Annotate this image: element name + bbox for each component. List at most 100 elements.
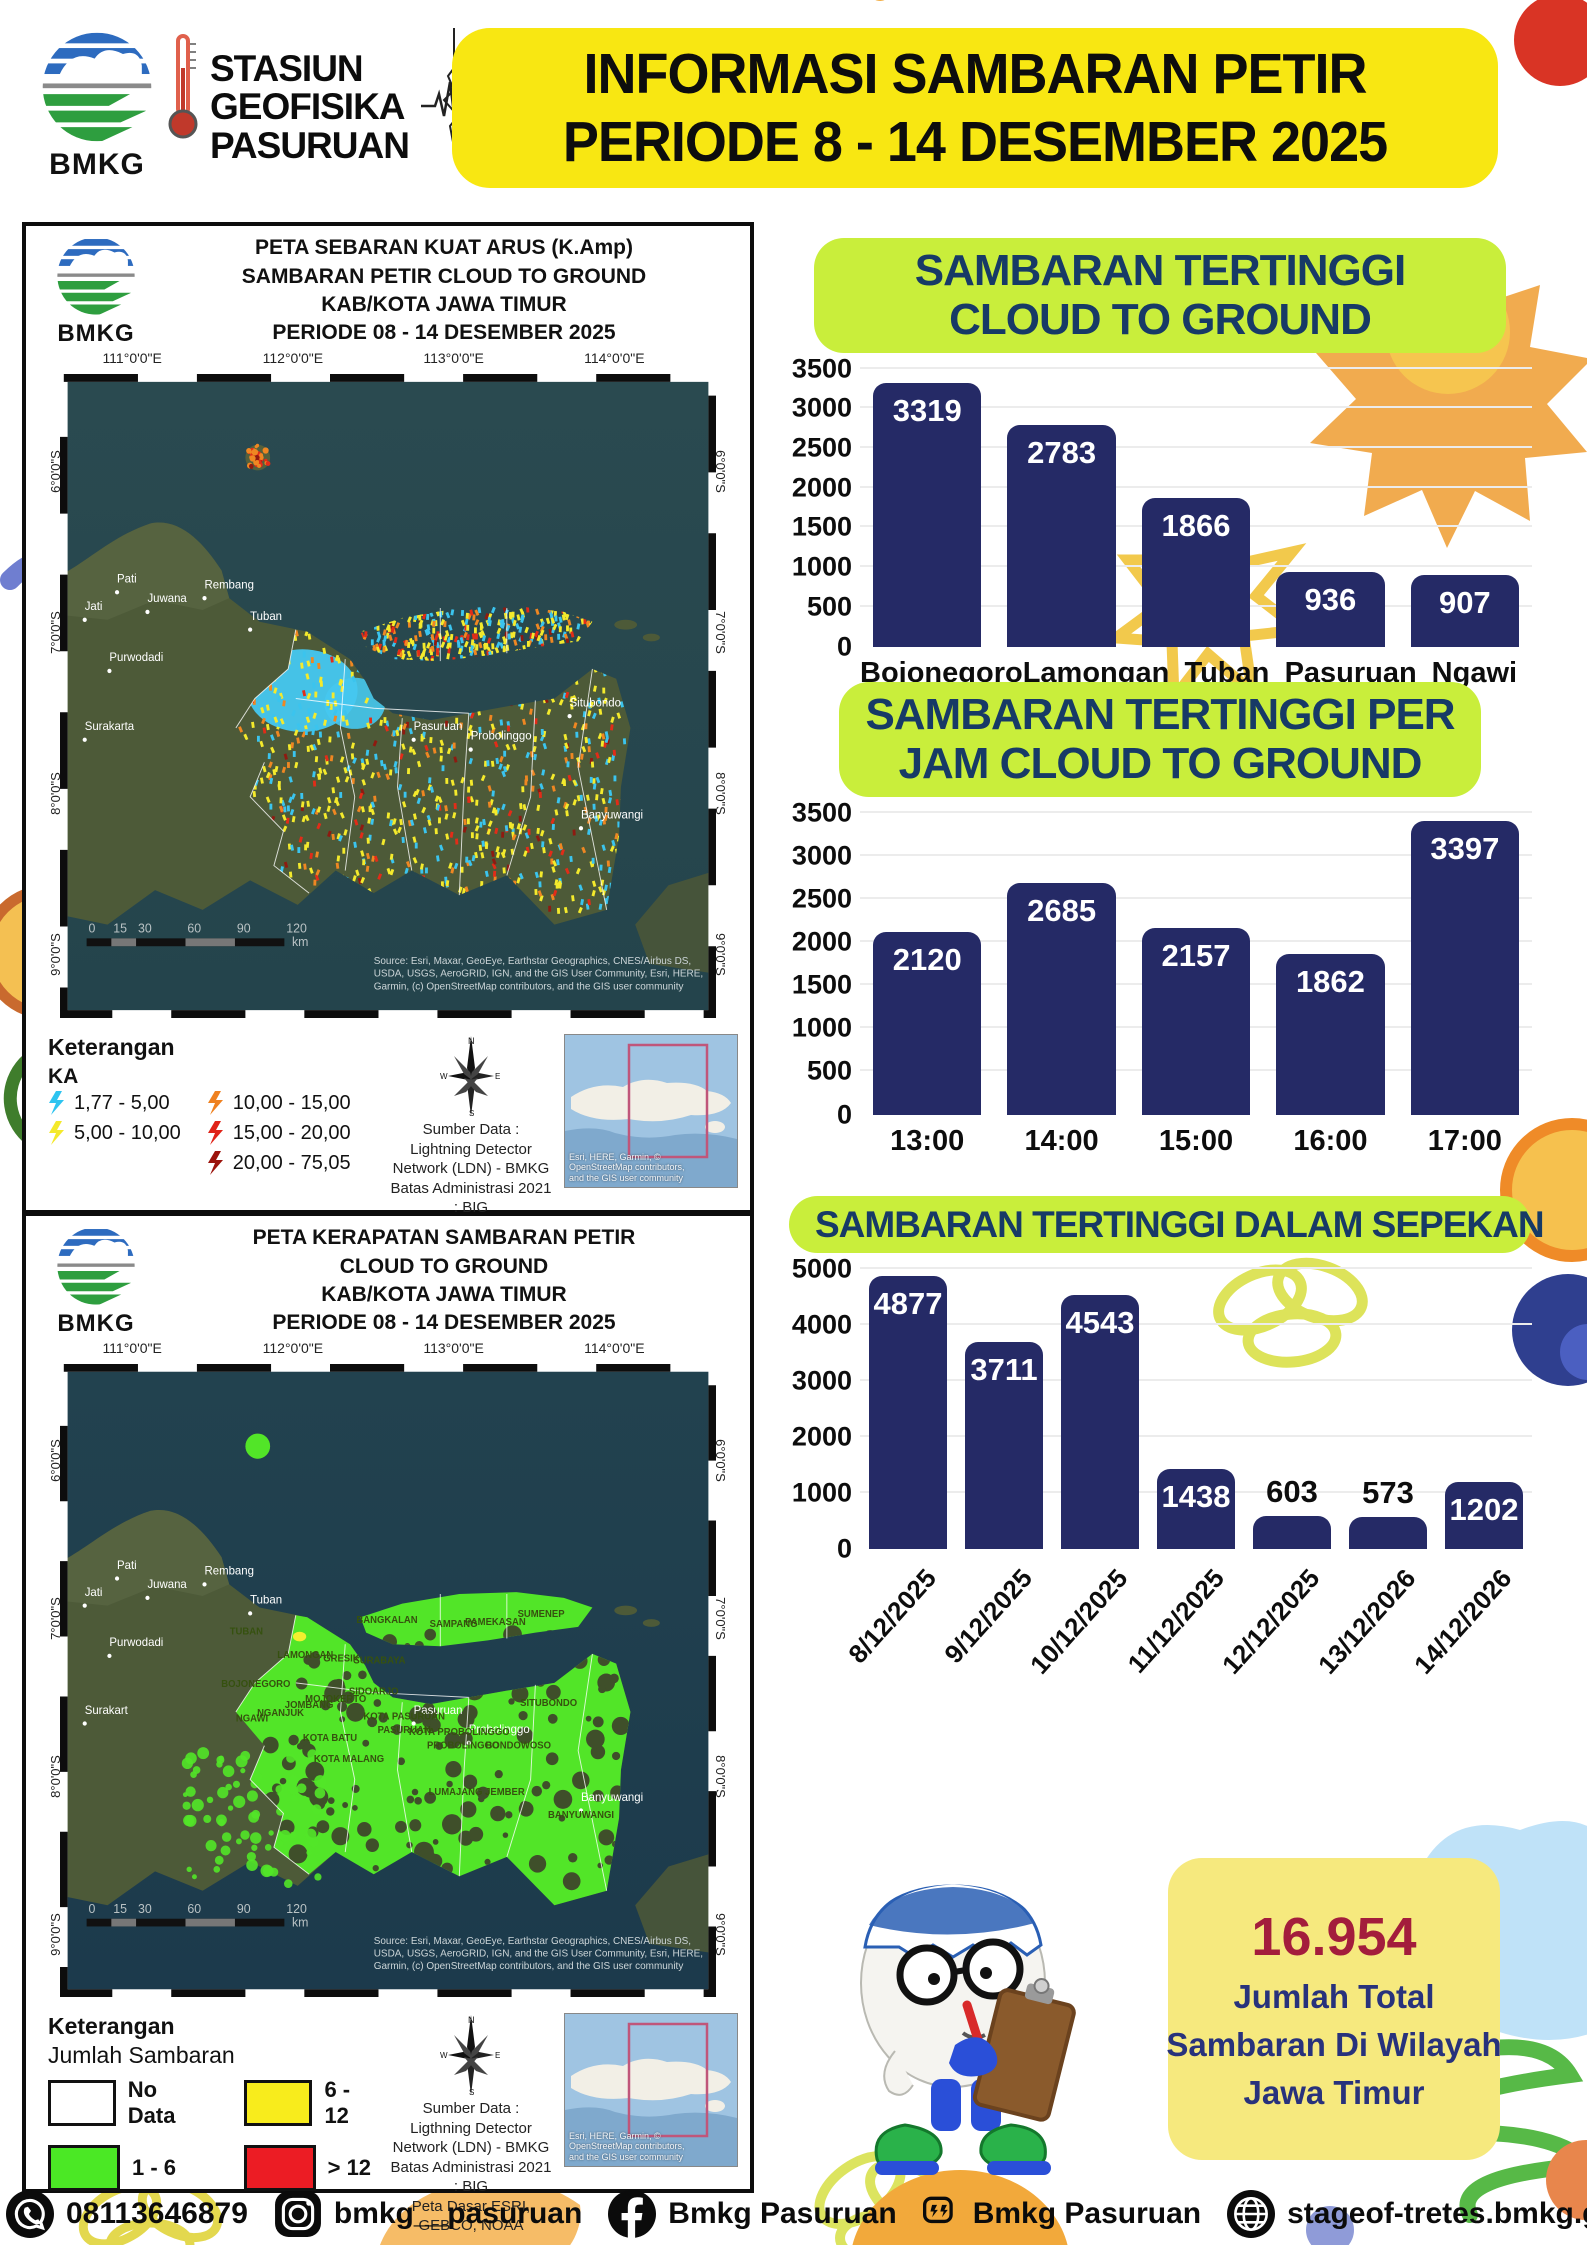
svg-text:MOJOKERTO: MOJOKERTO <box>305 1694 367 1705</box>
map-kerapatan: BMKG PETA KERAPATAN SAMBARAN PETIR CLOUD … <box>22 1212 754 2234</box>
bar-value-label: 936 <box>1304 582 1357 618</box>
bar-Bojonegoro: 3319 <box>873 382 982 647</box>
bar-16:00: 1862 <box>1276 953 1385 1115</box>
lat-label: 8°0'0"S <box>47 1755 63 1798</box>
bar-13:00: 2120 <box>873 931 982 1115</box>
svg-text:SITUBONDO: SITUBONDO <box>520 1698 578 1709</box>
y-axis-tick-label: 4000 <box>791 1309 852 1340</box>
svg-text:15: 15 <box>113 1902 127 1916</box>
lightning-bolt-icon <box>49 1121 64 1145</box>
footer-contact-whatsapp[interactable]: 08113646879 <box>6 2190 248 2238</box>
svg-text:BANGKALAN: BANGKALAN <box>356 1615 417 1626</box>
total-line: Jawa Timur <box>1243 2074 1425 2111</box>
lat-label: 7°0'0"S <box>713 1597 729 1640</box>
lat-label: 9°0'0"S <box>713 1913 729 1957</box>
map1-graphic: Pati Rembang Juwana Jati Purwodadi Surakarta T… <box>60 374 716 1018</box>
x-axis-label: 14:00 <box>1024 1124 1099 1157</box>
map1-canvas: Pati Rembang Juwana Jati Purwodadi Surakarta T… <box>48 374 728 1018</box>
legend-subtitle: KA <box>48 1065 79 1088</box>
chart-plot-area: 0 1000 2000 3000 4000 5000 4877 3711 4543 1438 603… <box>788 1254 1532 1564</box>
chart-tertinggi-sepekan: SAMBARAN TERTINGGI DALAM SEPEKAN 0 1000 200… <box>788 1196 1545 1719</box>
lat-label: 8°0'0"S <box>713 1755 729 1798</box>
y-axis-tick-label: 2000 <box>791 1421 852 1452</box>
total-line: Sambaran Di Wilayah <box>1166 2026 1502 2063</box>
legend-entry-label: 6 - 12 <box>324 2077 351 2128</box>
bar-14:00: 2685 <box>1007 882 1116 1115</box>
contact-footer: 08113646879 bmkg__pasuruan Bmkg Pasuruan Bm… <box>0 2183 1587 2245</box>
footer-contact-instagram[interactable]: bmkg__pasuruan <box>273 2190 583 2238</box>
chart-title: SAMBARAN TERTINGGI PER JAM CLOUD TO GROU… <box>839 682 1481 797</box>
map2-source-data: Sumber Data : Ligthning Detector Network … <box>390 2100 552 2234</box>
facebook-icon <box>608 2190 657 2238</box>
svg-text:TUBAN: TUBAN <box>230 1627 263 1638</box>
footer-contact-label: stageof-tretes.bmkg.go.id <box>1287 2197 1587 2230</box>
y-axis: 0 500 1000 1500 2000 2500 3000 3500 <box>788 353 860 661</box>
footer-contact-globe[interactable]: stageof-tretes.bmkg.go.id <box>1227 2190 1587 2238</box>
footer-contact-label: Bmkg Pasuruan <box>668 2197 897 2230</box>
chart-tertinggi-cloud-to-ground: SAMBARAN TERTINGGI CLOUD TO GROUND 0 500 10… <box>788 238 1532 690</box>
lon-label: 112°0'0"E <box>262 1340 324 1356</box>
lat-label: 6°0'0"S <box>47 450 63 493</box>
legend-column: 10,00 - 15,00 15,00 - 20,00 20,00 - 75,05 <box>207 1091 351 1175</box>
map2-legend: Keterangan Jumlah Sambaran No Data 6 - 12… <box>26 2003 750 2234</box>
y-axis-tick-label: 3500 <box>791 353 852 384</box>
compass-rose-icon <box>440 1036 501 1118</box>
y-axis-tick-label: 0 <box>836 631 852 662</box>
svg-text:Tuban: Tuban <box>250 1595 282 1607</box>
map2-canvas: Pati Rembang Juwana Jati Purwodadi Surakart Tu… <box>48 1364 728 1997</box>
map2-inset-map: Esri, HERE, Garmin, © OpenStreetMap contr… <box>564 2013 738 2167</box>
svg-text:SUMENEP: SUMENEP <box>518 1609 566 1620</box>
lon-label: 113°0'0"E <box>423 350 484 366</box>
svg-text:Source: Esri, Maxar, GeoEye, E: Source: Esri, Maxar, GeoEye, Earthstar G… <box>374 956 691 967</box>
lightning-bolt-icon <box>49 1091 64 1115</box>
legend-title: Keterangan <box>48 2013 175 2039</box>
svg-text:JEMBER: JEMBER <box>485 1787 525 1798</box>
svg-text:GRESIK: GRESIK <box>323 1654 360 1665</box>
legend-entry: 6 - 12 <box>243 2077 378 2129</box>
footer-contact-facebook[interactable]: Bmkg Pasuruan <box>608 2190 897 2238</box>
x-axis-label: 12/12/2025 <box>1216 1563 1326 1681</box>
bmkg-logo-map1: BMKG <box>54 234 138 348</box>
bar-value-label: 2157 <box>1161 938 1231 974</box>
blue-circle-inner-doodle <box>1560 1324 1587 1380</box>
lon-label: 114°0'0"E <box>584 350 645 366</box>
svg-text:KOTA PASURUAN: KOTA PASURUAN <box>363 1712 445 1723</box>
legend-entry-label: 1,77 - 5,00 <box>74 1091 170 1114</box>
bmkg-logo-text: BMKG <box>49 148 145 181</box>
svg-text:km: km <box>292 1915 308 1929</box>
chart-title: SAMBARAN TERTINGGI DALAM SEPEKAN <box>789 1196 1545 1254</box>
bar-value-label: 1438 <box>1161 1478 1231 1514</box>
lon-label: 114°0'0"E <box>584 1340 645 1356</box>
legend-subtitle: Jumlah Sambaran <box>48 2042 235 2068</box>
svg-text:Jati: Jati <box>85 600 103 613</box>
svg-text:Surakarta: Surakarta <box>85 720 135 733</box>
gridline <box>860 485 1532 488</box>
legend-entry-label: > 12 <box>327 2155 372 2180</box>
legend-entry: 1 - 6 <box>48 2145 206 2191</box>
bars-group: 2120 2685 2157 1862 3397 <box>860 813 1532 1115</box>
svg-text:Pati: Pati <box>117 1560 137 1572</box>
legend-swatch <box>243 2080 313 2126</box>
legend-entry-label: 20,00 - 75,05 <box>232 1151 351 1174</box>
y-axis-tick-label: 3500 <box>791 797 852 828</box>
svg-text:60: 60 <box>187 921 201 935</box>
gridline <box>860 366 1532 369</box>
legend-entry: 20,00 - 75,05 <box>207 1151 351 1175</box>
svg-text:km: km <box>292 935 308 949</box>
legend-entry-label: 1 - 6 <box>132 2155 177 2180</box>
bar-value-label: 603 <box>1266 1473 1318 1509</box>
map2-graphic: Pati Rembang Juwana Jati Purwodadi Surakart Tu… <box>60 1364 716 1997</box>
svg-text:LAMONGAN: LAMONGAN <box>277 1650 333 1661</box>
svg-text:0: 0 <box>89 921 96 935</box>
footer-contact-label: bmkg__pasuruan <box>333 2197 583 2230</box>
footer-contact-video[interactable]: Bmkg Pasuruan <box>922 2195 1201 2233</box>
legend-swatch <box>243 2145 316 2191</box>
lon-label: 112°0'0"E <box>262 350 324 366</box>
lon-label: 113°0'0"E <box>423 1340 484 1356</box>
svg-text:KOTA PROBOLINGGO: KOTA PROBOLINGGO <box>409 1727 510 1738</box>
bar-value-label: 907 <box>1438 584 1491 620</box>
lat-label: 6°0'0"S <box>713 450 729 493</box>
svg-text:Source: Esri, Maxar, GeoEye, E: Source: Esri, Maxar, GeoEye, Earthstar G… <box>374 1936 691 1947</box>
svg-text:Probolinggo: Probolinggo <box>471 730 532 743</box>
